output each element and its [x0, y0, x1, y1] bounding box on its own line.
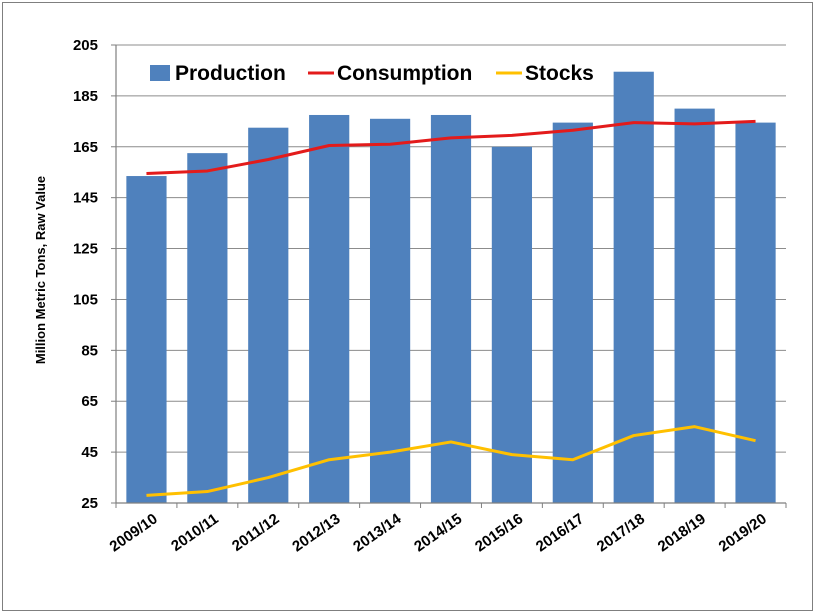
x-tick-label: 2018/19 — [655, 510, 709, 555]
bar-production — [491, 146, 533, 503]
bar-production — [309, 114, 350, 503]
x-tick-label: 2019/20 — [716, 510, 770, 555]
axes — [111, 44, 787, 508]
x-tick-labels: 2009/10 2010/11 2011/12 2012/13 2013/14 2014/… — [107, 510, 770, 555]
x-tick-label: 2017/18 — [594, 510, 648, 555]
y-tick-label: 165 — [73, 139, 98, 156]
bar-production — [613, 71, 654, 503]
bar-production — [369, 118, 411, 504]
bar-production — [552, 122, 593, 503]
y-tick-label: 105 — [73, 291, 98, 308]
x-tick-label: 2014/15 — [411, 510, 465, 555]
line-stocks — [146, 425, 756, 497]
line-series — [146, 119, 756, 497]
y-tick-label: 45 — [81, 444, 98, 461]
legend-label: Stocks — [525, 62, 594, 85]
bar-production — [430, 114, 472, 503]
x-tick-label: 2013/14 — [350, 510, 405, 555]
legend-label: Production — [175, 62, 286, 85]
y-tick-labels: 25 45 65 85 105 125 145 165 185 205 — [73, 37, 98, 512]
y-tick-label: 65 — [81, 393, 98, 410]
bar-production — [674, 108, 715, 503]
x-tick-label: 2010/11 — [168, 510, 221, 555]
line-consumption — [146, 119, 756, 175]
bar-production — [187, 153, 228, 503]
x-tick-label: 2016/17 — [533, 510, 587, 555]
x-tick-label: 2012/13 — [289, 510, 343, 555]
production-bars — [126, 71, 776, 504]
legend-label: Consumption — [337, 62, 472, 85]
y-tick-label: 185 — [73, 88, 98, 105]
bar-production — [248, 127, 289, 503]
x-tick-label: 2011/12 — [229, 510, 282, 555]
y-tick-label: 85 — [81, 342, 98, 359]
y-tick-label: 205 — [73, 37, 98, 54]
y-tick-label: 145 — [73, 190, 98, 207]
legend: Production Consumption Stocks — [150, 62, 594, 85]
bar-production — [126, 176, 167, 504]
y-tick-label: 25 — [81, 495, 98, 512]
legend-swatch-production — [150, 65, 170, 81]
y-axis-label: Million Metric Tons, Raw Value — [33, 176, 48, 364]
bar-production — [735, 122, 776, 503]
x-tick-label: 2009/10 — [107, 510, 161, 555]
x-tick-label: 2015/16 — [472, 510, 526, 555]
y-tick-label: 125 — [73, 241, 98, 258]
